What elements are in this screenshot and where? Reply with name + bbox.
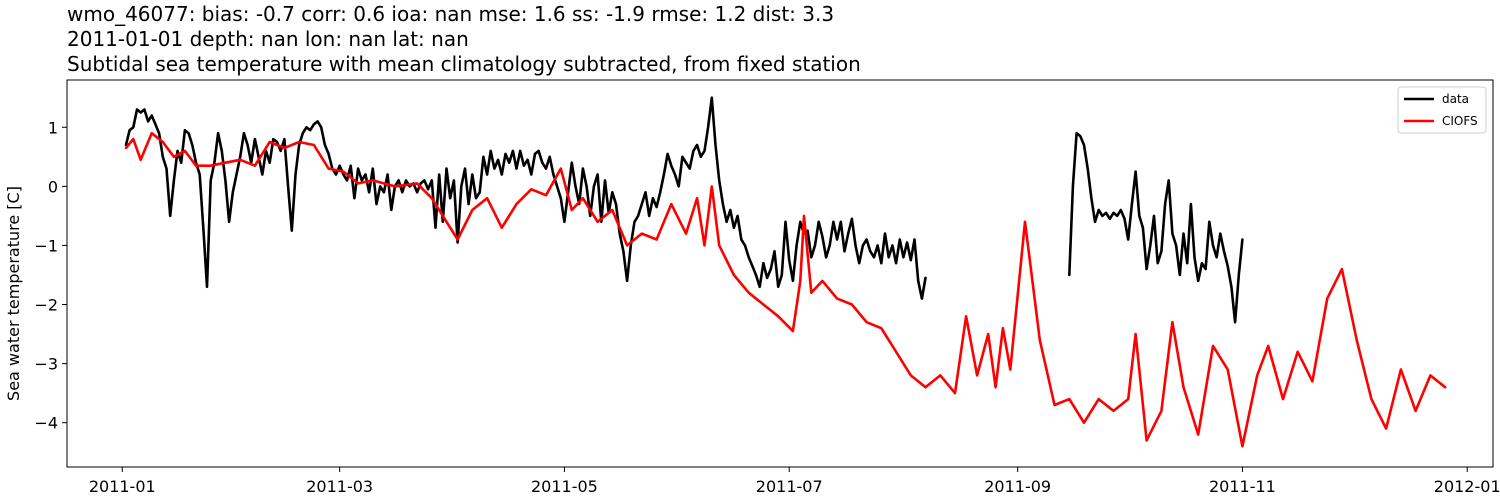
title-line-station-info: 2011-01-01 depth: nan lon: nan lat: nan [67,27,469,51]
series-line-data-0 [124,96,927,300]
legend: data CIOFS [1397,86,1487,134]
x-tick-label-1: 2011-03 [306,477,373,496]
x-tick-label-2: 2011-05 [531,477,598,496]
y-tick-label-0: 1 [48,118,58,137]
x-tick-label-6: 2012-01 [1434,477,1500,496]
axes-layer: 2011-01 2011-03 2011-05 2011-07 2011-09 2011-… [4,79,1500,496]
x-tick-label-3: 2011-07 [756,477,823,496]
chart-title: wmo_46077: bias: -0.7 corr: 0.6 ioa: nan… [67,2,861,77]
series-line-ciofs-0 [124,131,1447,448]
legend-label-ciofs: CIOFS [1442,114,1478,128]
y-tick-label-4: −3 [34,355,58,374]
y-tick-label-1: 0 [48,177,58,196]
y-tick-label-3: −2 [34,296,58,315]
y-axis-label: Sea water temperature [C] [4,186,23,401]
x-tick-label-0: 2011-01 [89,477,156,496]
x-tick-label-4: 2011-09 [984,477,1051,496]
title-line-description: Subtidal sea temperature with mean clima… [67,52,861,76]
title-line-stats: wmo_46077: bias: -0.7 corr: 0.6 ioa: nan… [67,2,835,26]
axes-frame [66,79,1494,468]
series-line-data-1 [1068,131,1244,324]
y-tick-label-2: −1 [34,236,58,255]
series-layer [124,96,1447,448]
legend-label-data: data [1442,92,1469,106]
y-tick-label-5: −4 [34,414,58,433]
x-tick-label-5: 2011-11 [1209,477,1276,496]
